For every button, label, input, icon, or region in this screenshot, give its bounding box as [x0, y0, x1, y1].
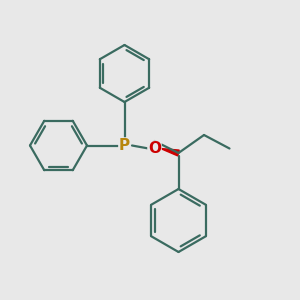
Text: O: O: [148, 141, 161, 156]
Text: P: P: [119, 138, 130, 153]
Polygon shape: [160, 148, 179, 156]
